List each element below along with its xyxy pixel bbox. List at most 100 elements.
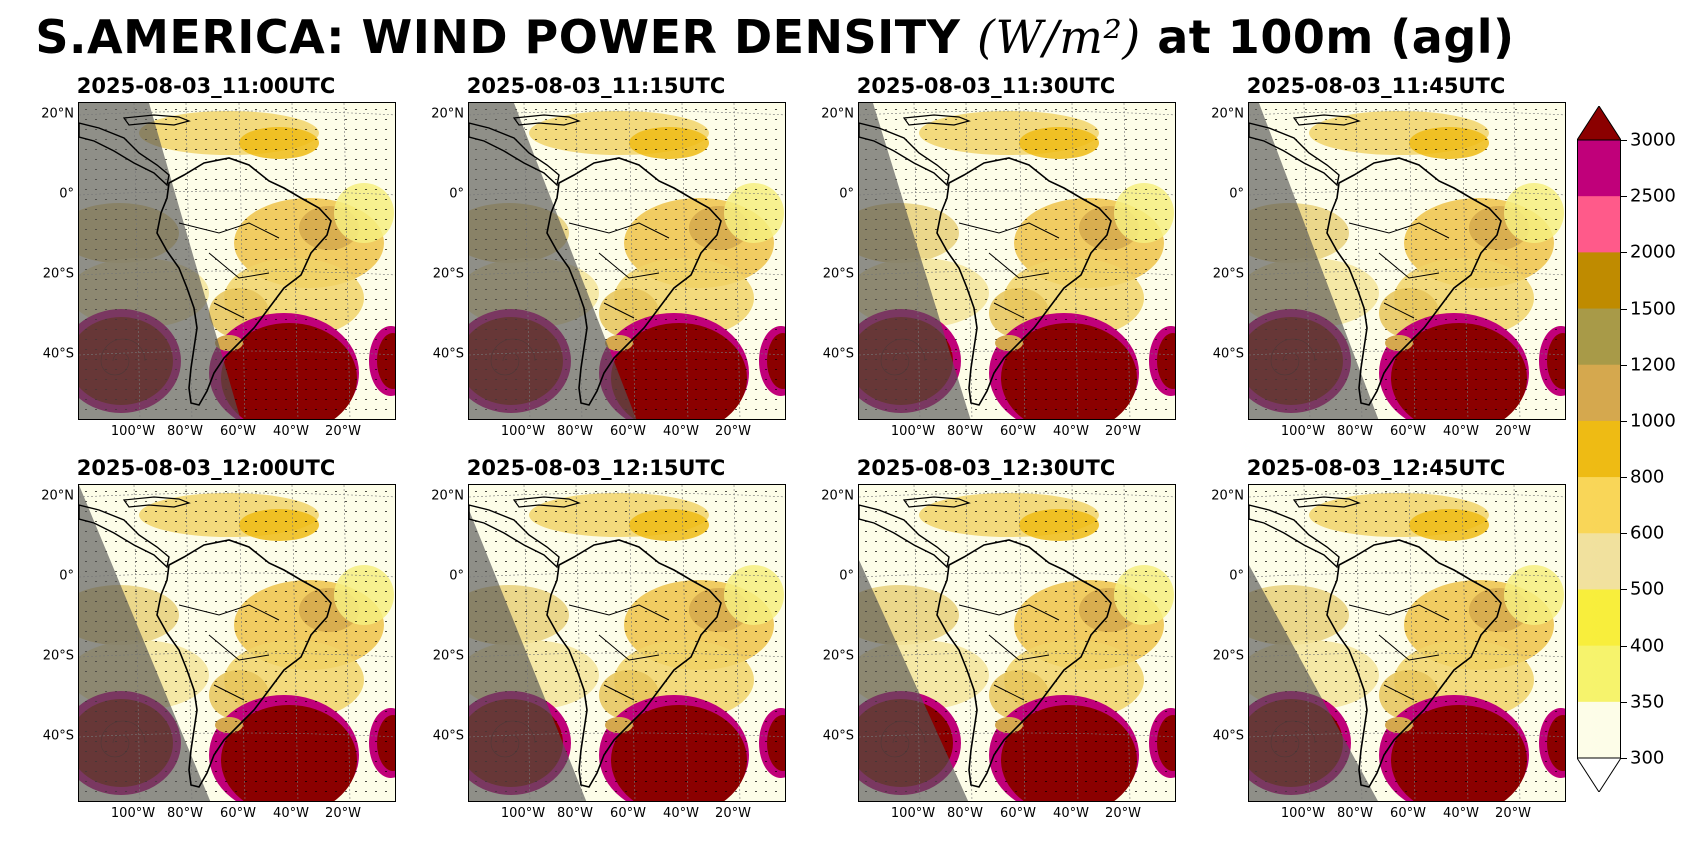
panel-title: 2025-08-03_12:30UTC bbox=[806, 456, 1166, 480]
longitude-label: 100°W bbox=[501, 424, 545, 439]
colorbar-tick-mark bbox=[1621, 365, 1627, 366]
map-canvas bbox=[79, 485, 396, 802]
longitude-label: 60°W bbox=[220, 806, 256, 821]
longitude-label: 80°W bbox=[1337, 806, 1373, 821]
latitude-label: 20°S bbox=[43, 649, 74, 664]
longitude-label: 100°W bbox=[891, 424, 935, 439]
longitude-label: 100°W bbox=[111, 424, 155, 439]
colorbar-tick-mark bbox=[1621, 702, 1627, 703]
latitude-label: 20°N bbox=[1211, 107, 1244, 122]
colorbar-tick-mark bbox=[1621, 252, 1627, 253]
latitude-label: 40°S bbox=[433, 347, 464, 362]
colorbar-bin bbox=[1577, 252, 1621, 309]
longitude-label: 100°W bbox=[1281, 806, 1325, 821]
longitude-label: 60°W bbox=[1000, 806, 1036, 821]
colorbar-tick-label: 800 bbox=[1630, 467, 1664, 488]
longitude-label: 80°W bbox=[557, 424, 593, 439]
colorbar-bin bbox=[1577, 365, 1621, 422]
latitude-label: 20°N bbox=[431, 107, 464, 122]
latitude-label: 20°N bbox=[1211, 489, 1244, 504]
longitude-label: 20°W bbox=[1105, 806, 1141, 821]
longitude-label: 40°W bbox=[1053, 806, 1089, 821]
latitude-label: 0° bbox=[449, 569, 464, 584]
colorbar-over-triangle bbox=[1577, 106, 1621, 140]
map-canvas bbox=[469, 103, 786, 420]
longitude-label: 20°W bbox=[715, 424, 751, 439]
latitude-label: 40°S bbox=[823, 347, 854, 362]
latitude-label: 20°N bbox=[41, 489, 74, 504]
map-canvas bbox=[79, 103, 396, 420]
latitude-label: 40°S bbox=[1213, 729, 1244, 744]
wind-power-map bbox=[468, 484, 786, 802]
wind-power-map bbox=[858, 484, 1176, 802]
longitude-label: 60°W bbox=[610, 424, 646, 439]
colorbar-tick-label: 500 bbox=[1630, 579, 1664, 600]
latitude-label: 40°S bbox=[433, 729, 464, 744]
longitude-label: 60°W bbox=[220, 424, 256, 439]
latitude-label: 0° bbox=[1229, 569, 1244, 584]
longitude-label: 20°W bbox=[715, 806, 751, 821]
colorbar bbox=[1577, 106, 1621, 792]
latitude-label: 20°N bbox=[431, 489, 464, 504]
colorbar-bin bbox=[1577, 646, 1621, 703]
colorbar-tick-label: 2000 bbox=[1630, 242, 1676, 263]
longitude-label: 80°W bbox=[947, 424, 983, 439]
latitude-label: 20°S bbox=[823, 649, 854, 664]
latitude-label: 40°S bbox=[43, 729, 74, 744]
longitude-label: 40°W bbox=[663, 806, 699, 821]
latitude-label: 20°N bbox=[821, 489, 854, 504]
colorbar-tick-mark bbox=[1621, 309, 1627, 310]
colorbar-tick-label: 1000 bbox=[1630, 410, 1676, 431]
map-canvas bbox=[469, 485, 786, 802]
colorbar-bin bbox=[1577, 477, 1621, 534]
map-canvas bbox=[1249, 485, 1566, 802]
colorbar-bin bbox=[1577, 140, 1621, 197]
latitude-label: 20°S bbox=[43, 267, 74, 282]
colorbar-under-triangle bbox=[1577, 758, 1621, 792]
colorbar-tick-label: 2500 bbox=[1630, 186, 1676, 207]
longitude-label: 60°W bbox=[610, 806, 646, 821]
panel-title: 2025-08-03_11:15UTC bbox=[416, 74, 776, 98]
map-canvas bbox=[1249, 103, 1566, 420]
longitude-label: 80°W bbox=[557, 806, 593, 821]
longitude-label: 20°W bbox=[1105, 424, 1141, 439]
longitude-label: 100°W bbox=[111, 806, 155, 821]
panel-title: 2025-08-03_12:00UTC bbox=[26, 456, 386, 480]
wind-power-map bbox=[468, 102, 786, 420]
colorbar-tick-mark bbox=[1621, 140, 1627, 141]
longitude-label: 80°W bbox=[167, 806, 203, 821]
longitude-label: 20°W bbox=[325, 806, 361, 821]
colorbar-tick-label: 600 bbox=[1630, 523, 1664, 544]
colorbar-tick-label: 1200 bbox=[1630, 354, 1676, 375]
panel-title: 2025-08-03_11:30UTC bbox=[806, 74, 1166, 98]
longitude-label: 80°W bbox=[947, 806, 983, 821]
wind-power-map bbox=[78, 102, 396, 420]
longitude-label: 40°W bbox=[273, 424, 309, 439]
colorbar-bin bbox=[1577, 702, 1621, 759]
wind-power-map bbox=[858, 102, 1176, 420]
longitude-label: 80°W bbox=[167, 424, 203, 439]
panel-title: 2025-08-03_11:45UTC bbox=[1196, 74, 1556, 98]
latitude-label: 20°S bbox=[433, 267, 464, 282]
latitude-label: 40°S bbox=[1213, 347, 1244, 362]
longitude-label: 40°W bbox=[1443, 424, 1479, 439]
colorbar-tick-label: 3000 bbox=[1630, 130, 1676, 151]
longitude-label: 60°W bbox=[1390, 806, 1426, 821]
colorbar-tick-mark bbox=[1621, 758, 1627, 759]
map-canvas bbox=[859, 103, 1176, 420]
colorbar-bin bbox=[1577, 309, 1621, 366]
latitude-label: 20°S bbox=[1213, 267, 1244, 282]
title-suffix: at 100m (agl) bbox=[1157, 10, 1514, 64]
colorbar-tick-mark bbox=[1621, 589, 1627, 590]
title-unit: (W/m²) bbox=[977, 10, 1141, 64]
title-main: S.AMERICA: WIND POWER DENSITY bbox=[35, 10, 960, 64]
longitude-label: 20°W bbox=[1495, 424, 1531, 439]
latitude-label: 0° bbox=[59, 187, 74, 202]
longitude-label: 20°W bbox=[325, 424, 361, 439]
